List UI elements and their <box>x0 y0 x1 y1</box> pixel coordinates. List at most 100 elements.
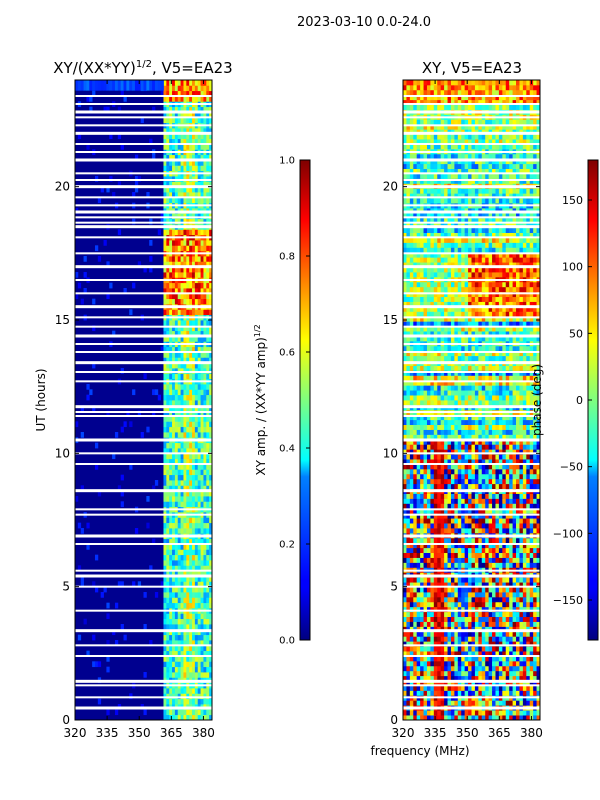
heatmap-cell <box>174 160 179 166</box>
heatmap-cell <box>519 513 524 519</box>
heatmap-cell <box>430 562 435 568</box>
heatmap-cell <box>186 474 190 481</box>
heatmap-cell <box>197 570 201 577</box>
heatmap-cell <box>172 613 176 620</box>
heatmap-cell <box>180 288 184 294</box>
heatmap-cell <box>516 473 520 480</box>
heatmap-cell <box>444 715 448 720</box>
heatmap-cell <box>454 444 459 450</box>
heatmap-cell <box>440 577 445 583</box>
heatmap-cell <box>529 557 534 563</box>
heatmap-cell <box>468 631 472 637</box>
heatmap-cell <box>200 160 204 166</box>
heatmap-cell <box>509 631 513 637</box>
heatmap-cell <box>519 646 524 652</box>
heatmap-cell <box>426 641 431 647</box>
heatmap-cell <box>519 419 524 426</box>
heatmap-cell <box>197 90 201 97</box>
heatmap-cell <box>426 621 431 627</box>
heatmap-cell <box>447 656 452 662</box>
heatmap-cell <box>200 666 204 673</box>
heatmap-cell <box>444 557 448 563</box>
heatmap-cell <box>186 581 190 588</box>
heatmap-cell <box>426 562 431 568</box>
heatmap-cell <box>512 587 517 593</box>
heatmap-cell <box>192 517 196 524</box>
heatmap-cell <box>457 641 462 647</box>
heatmap-cell <box>183 112 187 118</box>
heatmap-cell <box>192 117 196 124</box>
heatmap-cell <box>478 528 483 534</box>
heatmap-cell <box>177 618 181 625</box>
heatmap-cell <box>416 468 421 475</box>
heatmap-cell <box>166 138 170 145</box>
heatmap-cell <box>457 715 462 720</box>
heatmap-cell <box>160 218 164 225</box>
flagged-gap <box>75 452 212 455</box>
heatmap-cell <box>444 700 448 706</box>
heatmap-cell <box>183 85 187 92</box>
heatmap-cell <box>169 517 173 524</box>
heatmap-cell <box>461 444 466 450</box>
heatmap-cell <box>194 261 199 268</box>
heatmap-cell <box>495 537 500 544</box>
heatmap-cell <box>478 503 483 509</box>
heatmap-cell <box>498 498 503 504</box>
heatmap-cell <box>180 272 184 278</box>
heatmap-cell <box>512 464 517 470</box>
heatmap-cell <box>169 453 173 460</box>
heatmap-cell <box>495 700 500 706</box>
heatmap-cell <box>194 138 199 145</box>
heatmap-cell <box>192 106 196 113</box>
heatmap-cell <box>522 444 527 450</box>
heatmap-cell <box>200 570 204 577</box>
heatmap-cell <box>180 432 184 438</box>
heatmap-cell <box>457 646 462 652</box>
heatmap-cell <box>206 410 210 417</box>
heatmap-cell <box>166 330 170 337</box>
heatmap-cell <box>498 665 503 672</box>
heatmap-cell <box>430 395 435 401</box>
heatmap-cell <box>174 410 179 417</box>
heatmap-cell <box>481 400 486 406</box>
heatmap-cell <box>172 672 176 678</box>
heatmap-cell <box>492 557 496 563</box>
heatmap-cell <box>522 675 527 682</box>
heatmap-cell <box>194 373 199 380</box>
heatmap-cell <box>457 606 462 613</box>
heatmap-cell <box>194 469 199 476</box>
heatmap-cell <box>409 675 414 682</box>
heatmap-cell <box>209 485 212 492</box>
heatmap-cell <box>468 542 472 549</box>
heatmap-cell <box>536 464 540 470</box>
heatmap-cell <box>166 384 170 390</box>
heatmap-cell <box>409 646 414 652</box>
heatmap-cell <box>174 336 179 342</box>
heatmap-cell <box>174 528 179 534</box>
heatmap-cell <box>492 464 496 470</box>
heatmap-cell <box>430 498 435 504</box>
heatmap-cell <box>206 186 210 193</box>
heatmap-cell <box>403 665 407 672</box>
heatmap-cell <box>189 485 193 492</box>
heatmap-cell <box>163 581 167 588</box>
heatmap-cell <box>522 523 527 529</box>
heatmap-cell <box>413 414 418 421</box>
heatmap-cell <box>426 577 431 583</box>
heatmap-cell <box>109 176 113 182</box>
heatmap-cell <box>189 128 193 134</box>
heatmap-cell <box>522 454 527 460</box>
heatmap-cell <box>413 459 418 465</box>
heatmap-cell <box>492 641 496 647</box>
heatmap-cell <box>464 680 469 686</box>
heatmap-cell <box>447 395 452 401</box>
heatmap-cell <box>536 582 540 588</box>
heatmap-cell <box>488 690 493 696</box>
heatmap-cell <box>488 710 493 716</box>
heatmap-cell <box>495 473 500 480</box>
heatmap-cell <box>461 616 466 622</box>
heatmap-cell <box>447 710 452 716</box>
heatmap-cell <box>512 468 517 475</box>
heatmap-cell <box>420 395 424 401</box>
heatmap-cell <box>163 261 167 268</box>
